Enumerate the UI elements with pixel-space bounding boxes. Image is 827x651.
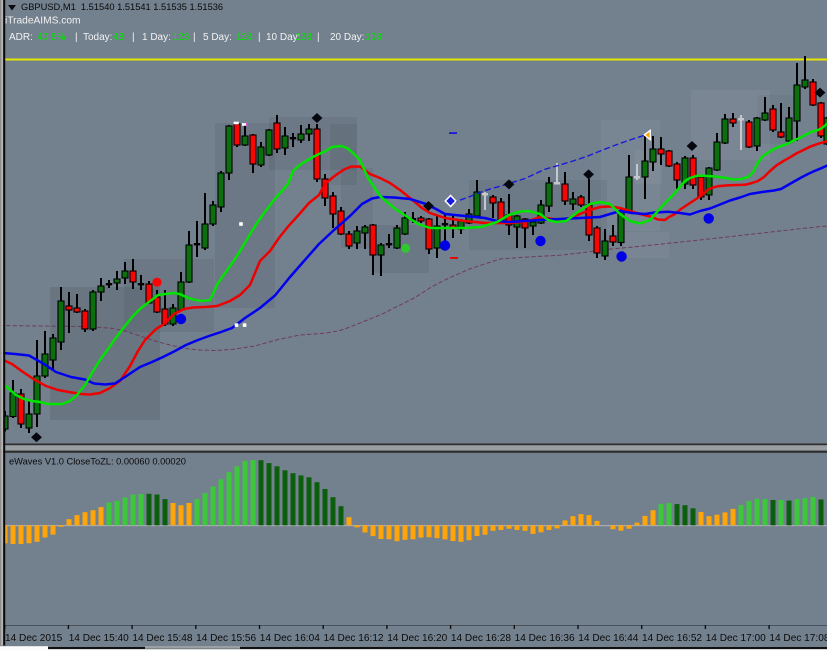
svg-text:1 Day:: 1 Day:	[142, 32, 171, 43]
svg-text:iTradeAIMS.com: iTradeAIMS.com	[5, 16, 80, 27]
svg-text:eWaves V1.0 CloseToZL: 0.00060: eWaves V1.0 CloseToZL: 0.00060 0.00020	[9, 457, 186, 467]
svg-text:14 Dec 2015: 14 Dec 2015	[5, 633, 63, 644]
svg-text:14 Dec 16:36: 14 Dec 16:36	[515, 633, 575, 644]
svg-text:128: 128	[295, 32, 312, 43]
svg-text:Today:: Today:	[83, 32, 112, 43]
svg-text:10 Day:: 10 Day:	[266, 32, 300, 43]
svg-text:|: |	[193, 32, 196, 43]
svg-text:5 Day:: 5 Day:	[203, 32, 232, 43]
svg-text:14 Dec 15:40: 14 Dec 15:40	[69, 633, 129, 644]
svg-text:|: |	[75, 32, 78, 43]
svg-text:20 Day:: 20 Day:	[330, 32, 364, 43]
svg-text:14 Dec 15:56: 14 Dec 15:56	[196, 633, 256, 644]
svg-text:|: |	[258, 32, 261, 43]
svg-text:40.8%: 40.8%	[37, 32, 65, 43]
svg-text:14 Dec 16:12: 14 Dec 16:12	[324, 633, 384, 644]
svg-text:123: 123	[173, 32, 190, 43]
svg-text:|: |	[132, 32, 135, 43]
svg-text:14 Dec 17:00: 14 Dec 17:00	[706, 633, 766, 644]
svg-text:GBPUSD,M1 1.51540 1.51541 1.5: GBPUSD,M1 1.51540 1.51541 1.51535 1.5153…	[21, 2, 223, 12]
svg-text:|: |	[317, 32, 320, 43]
svg-text:108: 108	[365, 32, 382, 43]
svg-text:48: 48	[113, 32, 125, 43]
svg-text:14 Dec 15:48: 14 Dec 15:48	[132, 633, 192, 644]
svg-text:14 Dec 16:44: 14 Dec 16:44	[578, 633, 638, 644]
svg-text:ADR:: ADR:	[9, 32, 33, 43]
svg-text:14 Dec 17:08: 14 Dec 17:08	[769, 633, 827, 644]
svg-text:14 Dec 16:20: 14 Dec 16:20	[387, 633, 447, 644]
svg-text:124: 124	[236, 32, 253, 43]
svg-text:14 Dec 16:04: 14 Dec 16:04	[260, 633, 320, 644]
svg-text:14 Dec 16:52: 14 Dec 16:52	[642, 633, 702, 644]
svg-text:14 Dec 16:28: 14 Dec 16:28	[451, 633, 511, 644]
